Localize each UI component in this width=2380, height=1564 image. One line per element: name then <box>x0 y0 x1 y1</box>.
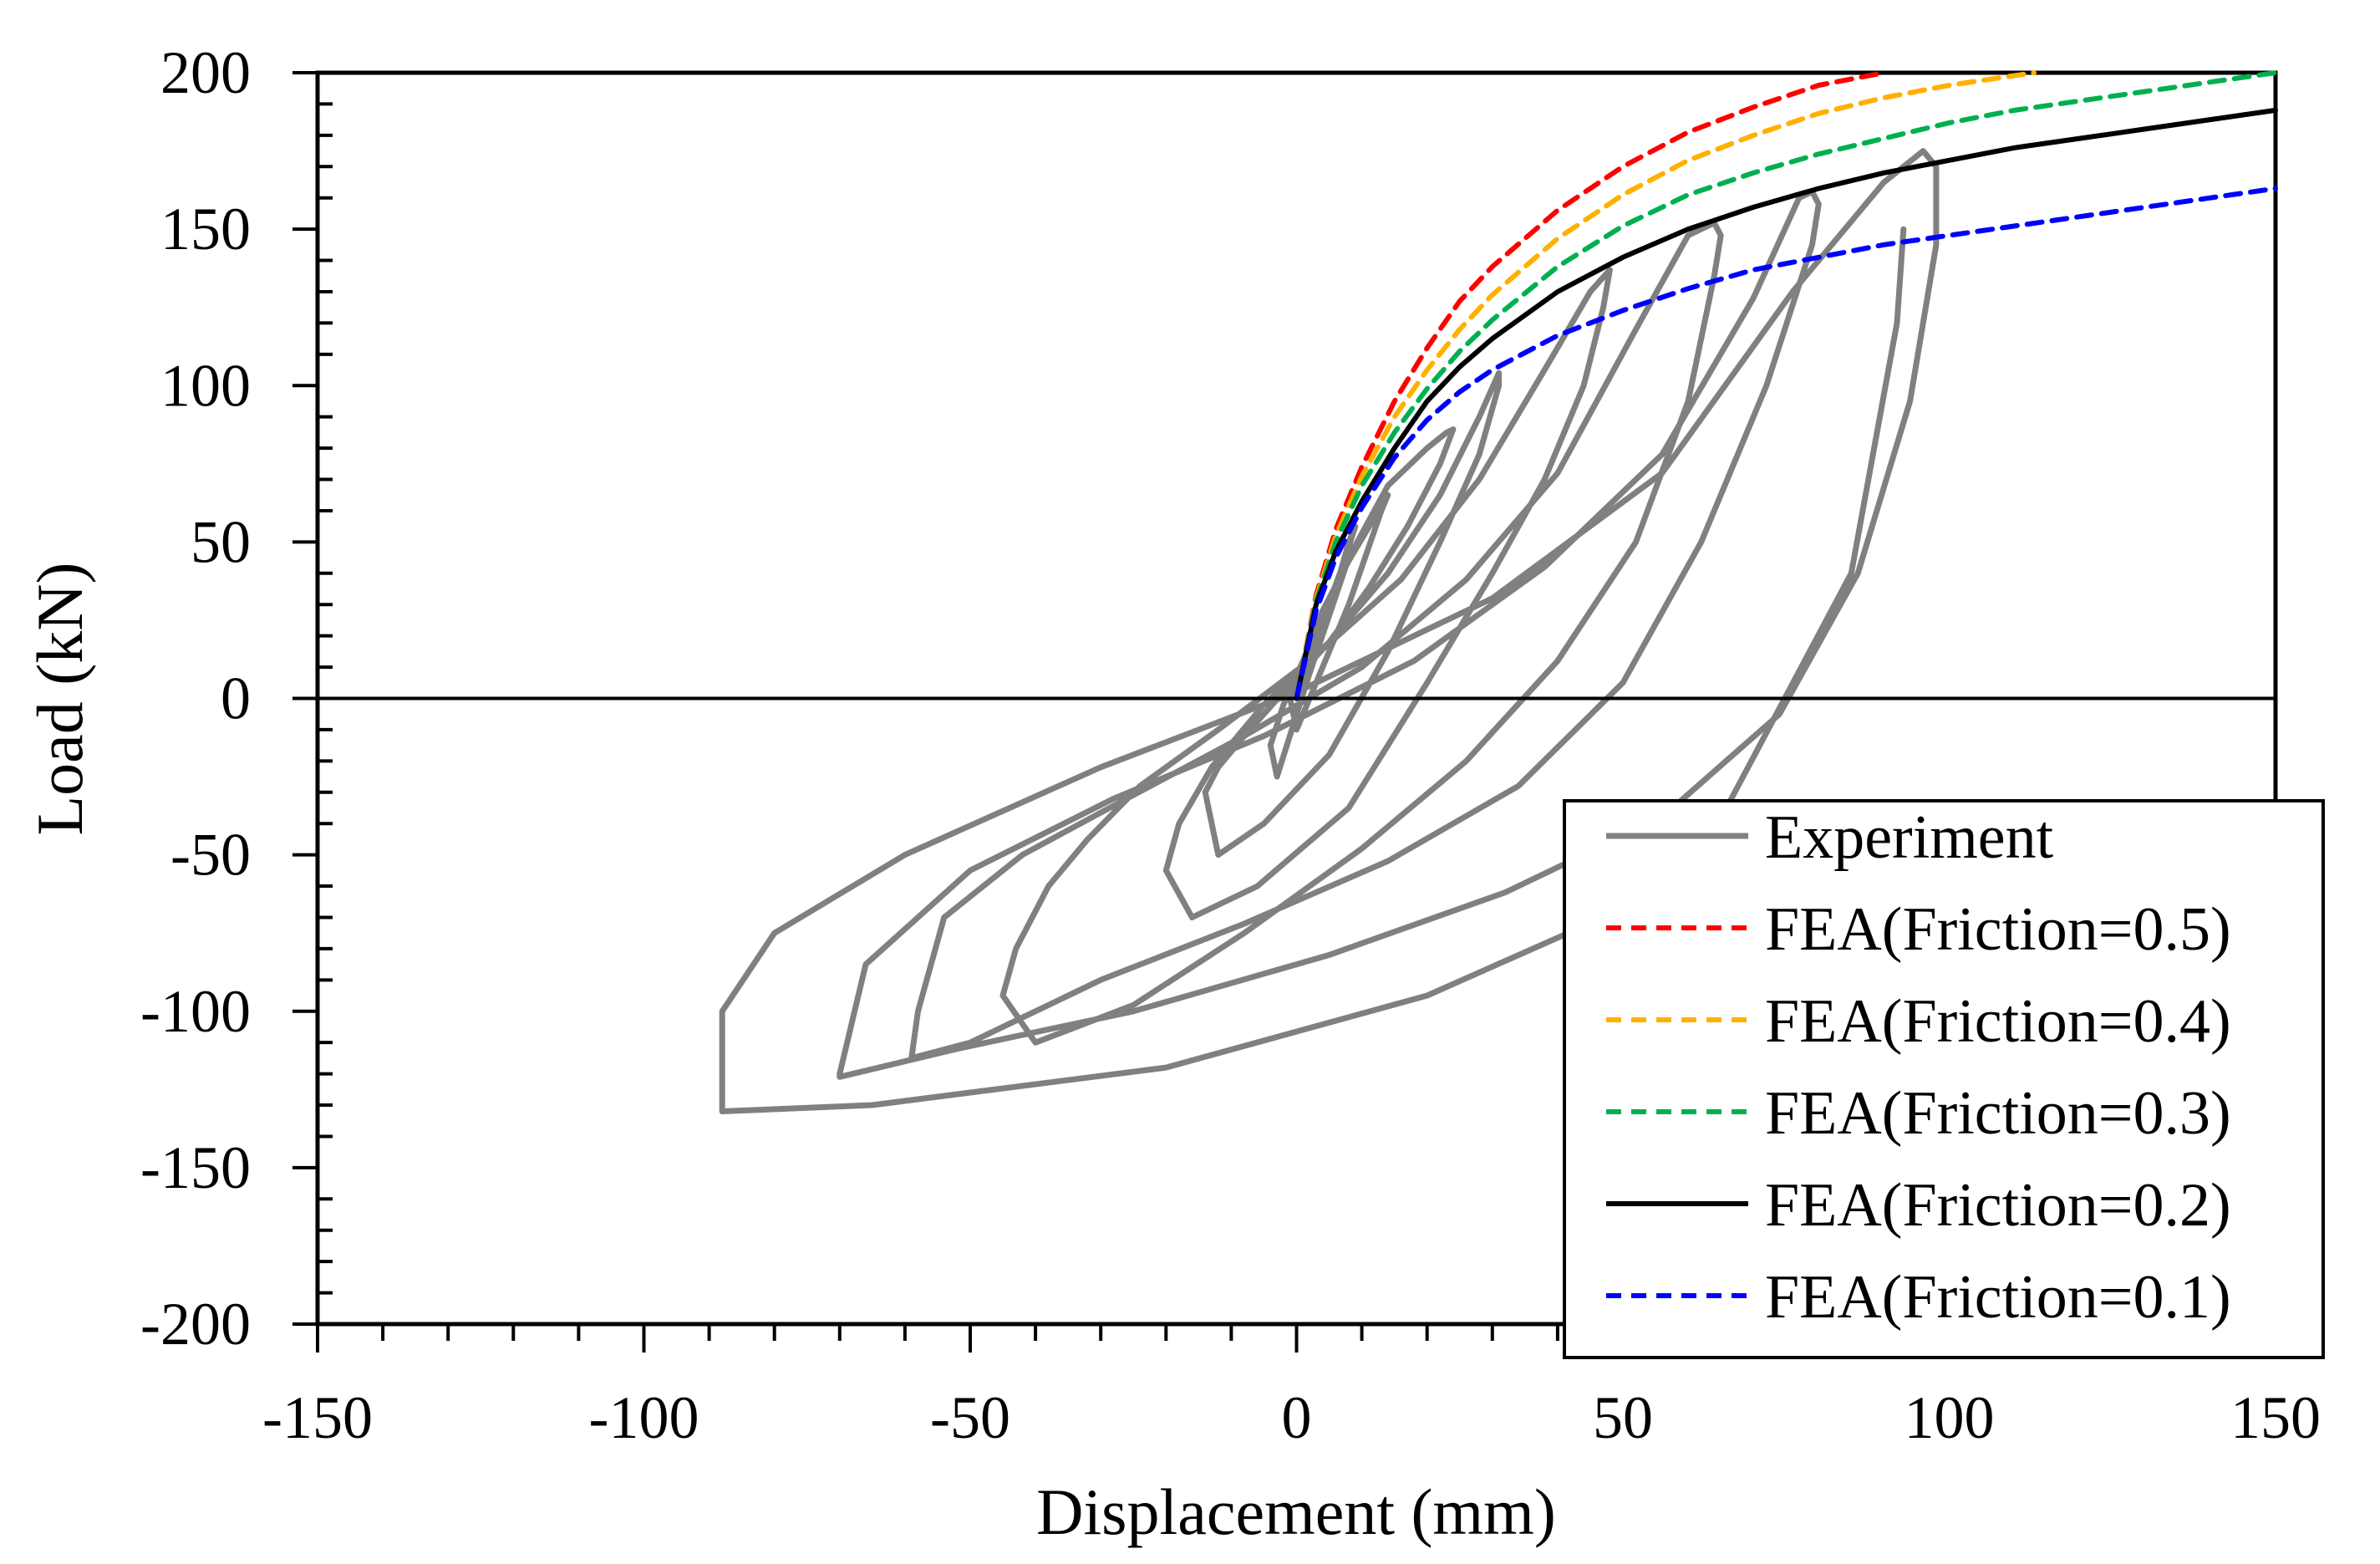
y-tick-label: -50 <box>170 822 251 889</box>
x-tick-label: -50 <box>930 1384 1010 1451</box>
y-tick-label: 0 <box>221 665 251 732</box>
y-tick-label: -100 <box>140 978 251 1045</box>
y-tick-label: -150 <box>140 1134 251 1201</box>
legend: Experiment FEA(Friction=0.5) FEA(Friction=… <box>1563 799 2325 1359</box>
x-axis-title: Displacement (mm) <box>1036 1475 1556 1548</box>
legend-label-fea-friction-0-3: FEA(Friction=0.3) <box>1765 1079 2231 1148</box>
x-tick-label: -150 <box>262 1384 373 1451</box>
y-axis-title: Load (kN) <box>23 562 96 835</box>
series-line-fea-friction-0-4 <box>1294 70 2037 701</box>
series-line-fea-friction-0-5 <box>1294 70 1887 701</box>
x-tick-label: 100 <box>1905 1384 1995 1451</box>
legend-items: Experiment FEA(Friction=0.5) FEA(Friction=… <box>1606 803 2231 1332</box>
y-tick-label: 100 <box>160 352 251 419</box>
legend-label-experiment: Experiment <box>1765 803 2054 872</box>
series-line-experiment <box>719 148 1940 1114</box>
series-line-fea-friction-0-3 <box>1294 70 2278 701</box>
axis-layer: -150 -100 -50 0 50 100 150 200 150 100 50 0 -50 -100 -… <box>140 39 2321 1451</box>
x-tick-label: 0 <box>1282 1384 1312 1451</box>
y-tick-label: 150 <box>160 196 251 262</box>
series-line-fea-friction-0-2 <box>1294 107 2278 701</box>
series-line-fea-friction-0-1 <box>1294 186 2278 701</box>
x-tick-label: 50 <box>1593 1384 1653 1451</box>
y-tick-label: 50 <box>191 508 251 575</box>
x-tick-label: -100 <box>589 1384 699 1451</box>
legend-box <box>1563 799 2325 1359</box>
y-tick-label: 200 <box>160 39 251 106</box>
x-tick-label: 150 <box>2230 1384 2321 1451</box>
legend-label-fea-friction-0-1: FEA(Friction=0.1) <box>1765 1263 2231 1332</box>
series-layer <box>719 70 2278 1114</box>
legend-label-fea-friction-0-5: FEA(Friction=0.5) <box>1765 895 2231 964</box>
legend-label-fea-friction-0-4: FEA(Friction=0.4) <box>1765 987 2231 1056</box>
legend-label-fea-friction-0-2: FEA(Friction=0.2) <box>1765 1171 2231 1240</box>
y-tick-label: -200 <box>140 1291 251 1358</box>
